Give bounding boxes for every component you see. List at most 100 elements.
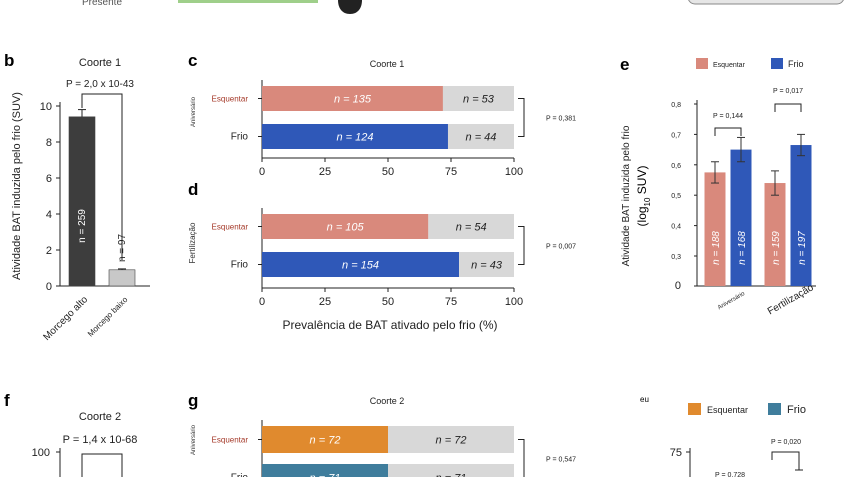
y-axis-unit-label: (log10 SUV) [635, 166, 652, 227]
row-label: Frio [231, 260, 249, 271]
x-tick-label: 25 [319, 296, 331, 308]
panel-letter-c: c [188, 51, 197, 70]
panel-c-chart: Coorte 1 Aniversário Esquentar n = 135 n = 5… [191, 59, 576, 178]
x-tick-label: Morcego alto [41, 294, 90, 343]
top-right-box [688, 0, 844, 5]
panel-e-chart: Esquentar Frio Atividade BAT induzida pelo… [621, 58, 816, 317]
n-label: n = 159 [771, 231, 782, 265]
segment-n-label: n = 105 [327, 222, 365, 234]
bar-segment [388, 464, 514, 477]
n-label: n = 188 [711, 231, 722, 265]
segment-n-label: n = 71 [310, 473, 341, 477]
y-tick-label: 0 [675, 280, 681, 292]
y-tick-label: 8 [46, 137, 52, 149]
n-label: n = 197 [797, 231, 808, 265]
y-axis-label: Atividade BAT induzida pelo frio [621, 125, 632, 266]
panel-letter-e: e [620, 55, 629, 74]
significance-bracket [771, 451, 800, 470]
significance-bracket [518, 439, 525, 477]
segment-n-label: n = 72 [310, 435, 341, 447]
row-label: Frio [231, 473, 249, 477]
y-tick-label: 10 [40, 101, 52, 113]
y-tick-label: 4 [46, 209, 52, 221]
y-unit-subscript: 10 [643, 197, 652, 206]
y-tick-label: 0,4 [671, 224, 681, 231]
x-tick-label: 50 [382, 296, 394, 308]
row-label: Frio [231, 132, 249, 143]
group-label: Fertilização [188, 222, 197, 263]
y-unit-prefix: (log [635, 206, 649, 226]
significance-bracket [81, 453, 123, 477]
bar [704, 172, 726, 286]
segment-n-label: n = 44 [466, 132, 497, 144]
segment-n-label: n = 124 [336, 132, 373, 144]
x-tick-label: 0 [259, 166, 265, 178]
p-value-label: P = 1,4 x 10-68 [63, 434, 138, 446]
top-green-bar [178, 0, 318, 3]
panel-i-chart: Esquentar Frio 75 P = 0,728 P = 0,020 [670, 403, 806, 477]
panel-g-chart: Coorte 2 Aniversário Esquentar n = 72 n = 72… [191, 396, 576, 477]
bar-segment [428, 214, 514, 239]
row-label: Esquentar [212, 436, 249, 445]
chart-title: Coorte 1 [79, 57, 121, 69]
significance-bracket [518, 226, 525, 265]
n-label: n = 259 [77, 209, 88, 243]
legend-label: Esquentar [707, 405, 748, 415]
y-tick-label: 0,7 [671, 132, 681, 139]
segment-n-label: n = 43 [471, 260, 503, 272]
p-value-label: P = 0,144 [713, 113, 743, 120]
panel-letter-b: b [4, 51, 14, 70]
panel-letter-f: f [4, 391, 10, 410]
y-unit-suffix: SUV) [635, 166, 649, 198]
group-label: Aniversário [191, 96, 197, 127]
panel-b-chart: Coorte 1 Atividade BAT induzida pelo frio… [11, 57, 150, 343]
legend-swatch [771, 58, 783, 69]
p-value-label: P = 0,547 [546, 457, 576, 464]
bar-segment [262, 252, 460, 277]
panel-f-chart: Coorte 2 P = 1,4 x 10-68 100 [32, 411, 138, 477]
legend-label: Esquentar [713, 62, 746, 69]
bar-segment [262, 86, 443, 111]
legend-label: Frio [787, 404, 806, 416]
bar-segment [388, 426, 514, 453]
legend-swatch [768, 403, 781, 415]
bar-segment [262, 464, 388, 477]
x-tick-label: 50 [382, 166, 394, 178]
legend-swatch [688, 403, 701, 415]
bar-segment [262, 124, 448, 149]
bar [764, 183, 786, 286]
bar-segment [447, 124, 514, 149]
row-label: Esquentar [212, 95, 249, 104]
bar [68, 116, 96, 287]
x-tick-label: 100 [505, 166, 523, 178]
x-tick-label: 0 [259, 296, 265, 308]
panel-letter-g: g [188, 391, 198, 410]
chart-title: Coorte 2 [370, 396, 405, 406]
x-tick-label: Fertilização [766, 282, 816, 317]
bar [730, 149, 752, 286]
panel-letter-d: d [188, 180, 198, 199]
p-value-label: P = 0,728 [715, 472, 745, 477]
x-tick-label: 75 [445, 296, 457, 308]
y-tick-label: 0 [46, 281, 52, 293]
y-tick-label: 2 [46, 245, 52, 257]
x-axis-label: Prevalência de BAT ativado pelo frio (%) [283, 318, 498, 332]
p-value-label: P = 0,007 [546, 244, 576, 251]
bar [108, 269, 136, 287]
significance-bracket [518, 98, 525, 137]
legend-swatch [696, 58, 708, 69]
x-tick-label: 100 [505, 296, 523, 308]
bar-segment [262, 214, 429, 239]
bar-segment [262, 426, 388, 453]
row-label: Esquentar [212, 223, 249, 232]
top-dark-shape [338, 0, 362, 14]
segment-n-label: n = 72 [436, 435, 467, 447]
group-label: Aniversário [191, 424, 197, 455]
top-caption: Presente [82, 0, 122, 8]
bar-segment [459, 252, 514, 277]
segment-n-label: n = 71 [436, 473, 467, 477]
segment-n-label: n = 135 [334, 94, 372, 106]
p-value-label: P = 2,0 x 10-43 [66, 79, 134, 90]
panel-d-chart: Fertilização Esquentar n = 105 n = 54 Frio n … [188, 208, 576, 332]
